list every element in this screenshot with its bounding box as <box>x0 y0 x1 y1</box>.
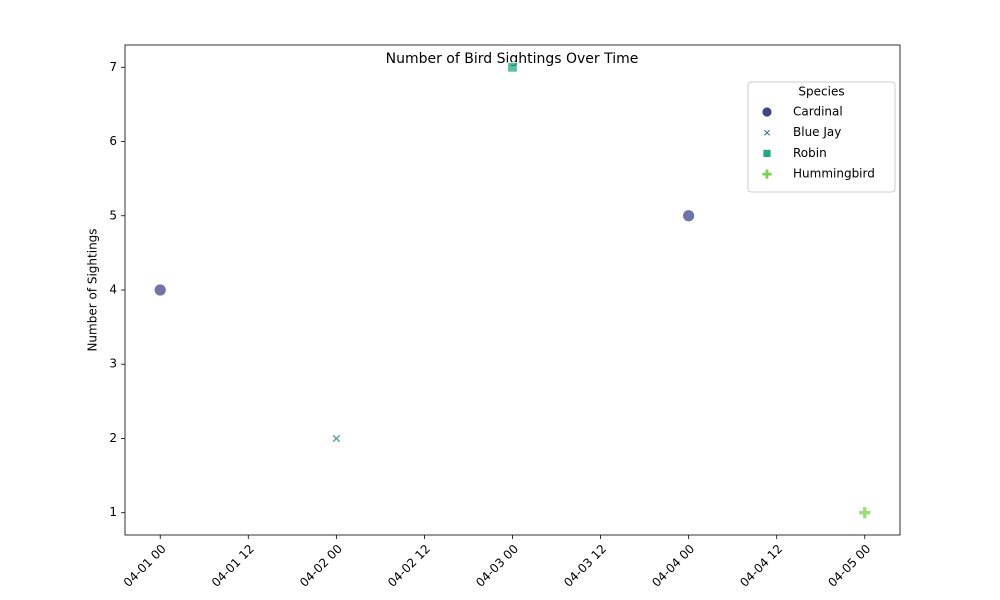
point <box>331 433 342 444</box>
legend: Species Cardinal Blue Jay Robin Hummingbird <box>747 81 896 193</box>
legend-box <box>747 81 896 193</box>
legend-title: Species <box>798 85 844 99</box>
y-tick-label: 6 <box>109 134 117 148</box>
y-tick-label: 5 <box>109 208 117 222</box>
legend-label: Robin <box>793 146 827 160</box>
y-tick-label: 1 <box>109 505 117 519</box>
legend-label: Hummingbird <box>793 167 875 181</box>
legend-marker <box>761 106 773 118</box>
legend-marker <box>762 148 772 158</box>
legend-marker <box>761 168 773 180</box>
legend-label: Blue Jay <box>793 125 841 139</box>
legend-marker <box>762 128 772 137</box>
y-axis-label: Number of Sightings <box>86 228 100 351</box>
legend-label: Cardinal <box>793 105 843 119</box>
y-tick-label: 7 <box>109 60 117 74</box>
y-tick-label: 4 <box>109 283 117 297</box>
point <box>507 62 518 73</box>
point <box>153 283 167 297</box>
chart-title: Number of Bird Sightings Over Time <box>386 51 639 67</box>
point <box>858 506 872 520</box>
y-tick-label: 2 <box>109 431 117 445</box>
y-tick-label: 3 <box>109 357 117 371</box>
point <box>682 209 696 223</box>
